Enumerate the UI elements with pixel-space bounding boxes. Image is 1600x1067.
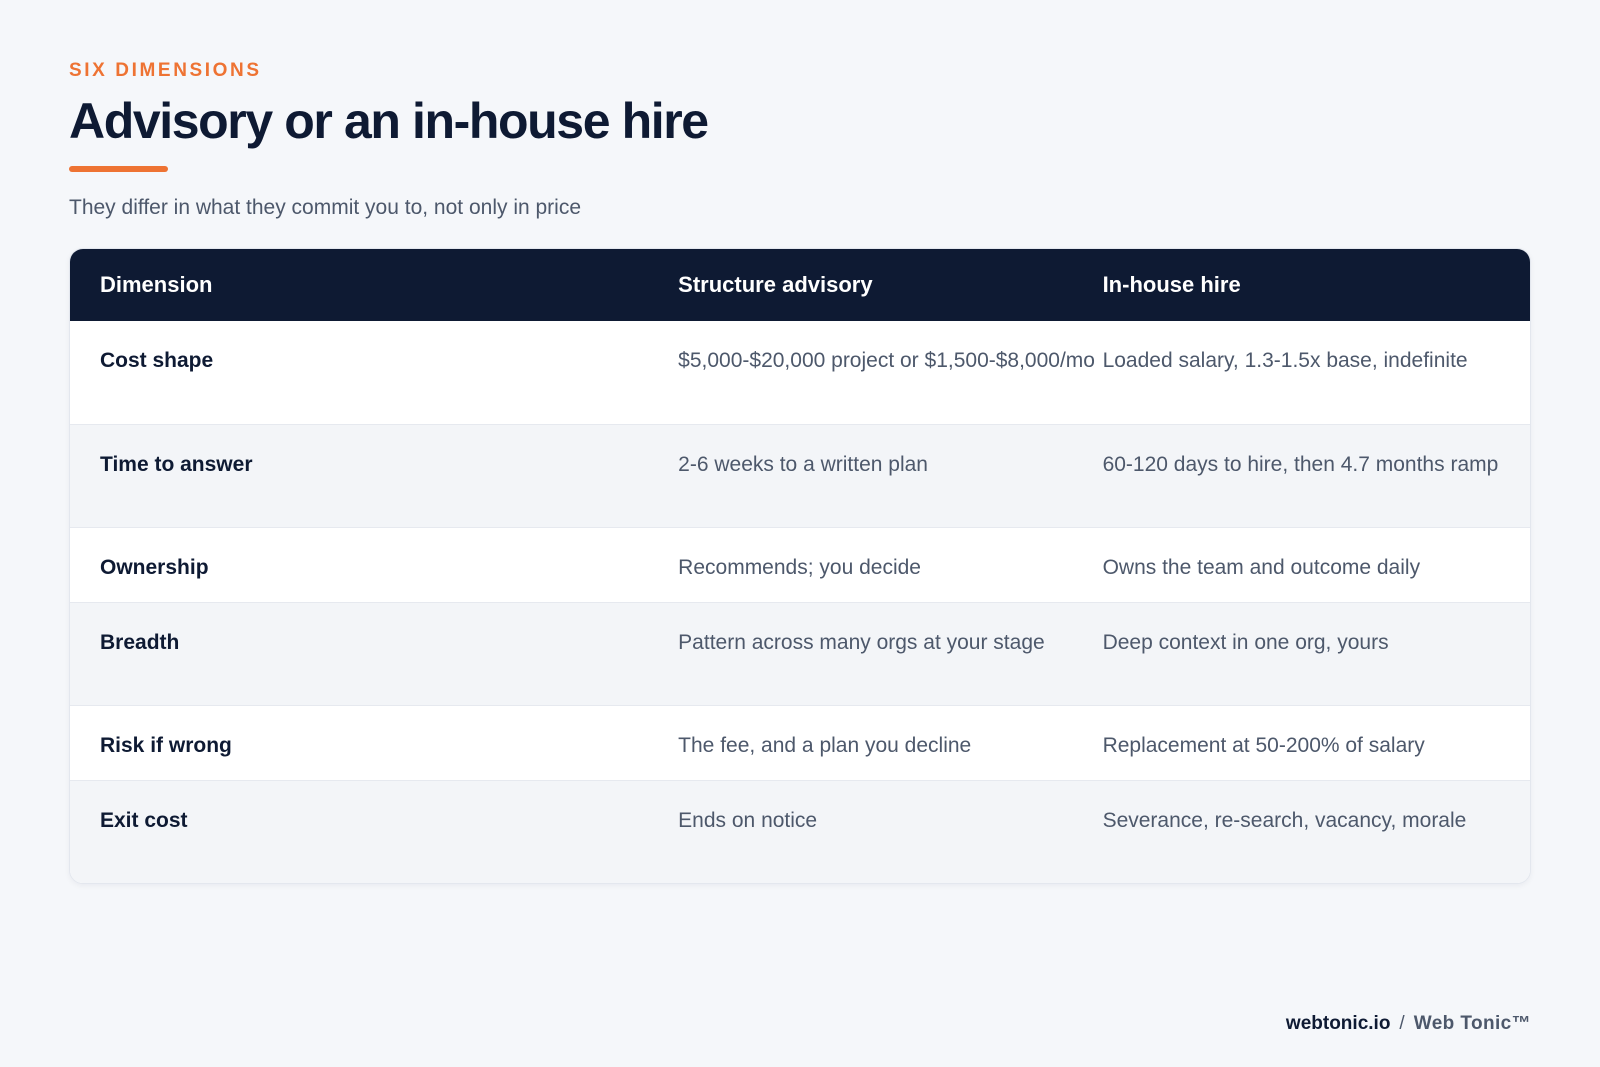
row-advisory-value: Recommends; you decide xyxy=(678,556,921,579)
table-row: Ownership Recommends; you decide Owns th… xyxy=(70,527,1530,602)
table-row: Breadth Pattern across many orgs at your… xyxy=(70,602,1530,705)
table-row: Risk if wrong The fee, and a plan you de… xyxy=(70,705,1530,780)
row-advisory-value: The fee, and a plan you decline xyxy=(678,734,972,757)
column-header-advisory: Structure advisory xyxy=(678,272,873,297)
eyebrow-label: SIX DIMENSIONS xyxy=(69,60,262,81)
table-row: Exit cost Ends on notice Severance, re-s… xyxy=(70,780,1530,883)
footer-credit: webtonic.io / Web Tonic™ xyxy=(1286,1013,1531,1035)
table-row: Time to answer 2-6 weeks to a written pl… xyxy=(70,424,1530,527)
page-subtitle: They differ in what they commit you to, … xyxy=(69,196,582,219)
comparison-table: Dimension Structure advisory In-house hi… xyxy=(69,248,1531,884)
row-dimension: Exit cost xyxy=(100,809,188,832)
page-title: Advisory or an in-house hire xyxy=(69,93,709,149)
footer-brand-link[interactable]: webtonic.io xyxy=(1285,1013,1391,1034)
row-advisory-value: Ends on notice xyxy=(678,809,818,832)
row-inhouse-value: Severance, re-search, vacancy, morale xyxy=(1102,809,1467,832)
row-dimension: Ownership xyxy=(100,556,209,579)
table-header-row: Dimension Structure advisory In-house hi… xyxy=(70,249,1530,321)
footer-company-name: Web Tonic™ xyxy=(1413,1013,1531,1034)
row-dimension: Cost shape xyxy=(100,349,214,372)
row-inhouse-value: 60-120 days to hire, then 4.7 months ram… xyxy=(1102,453,1499,476)
table-body: Cost shape $5,000-$20,000 project or $1,… xyxy=(70,321,1530,883)
row-dimension: Time to answer xyxy=(100,453,253,476)
row-inhouse-value: Owns the team and outcome daily xyxy=(1102,556,1421,579)
row-advisory-value: $5,000-$20,000 project or $1,500-$8,000/… xyxy=(678,349,1095,372)
row-advisory-value: 2-6 weeks to a written plan xyxy=(678,453,928,476)
row-inhouse-value: Replacement at 50-200% of salary xyxy=(1102,734,1425,757)
title-accent-bar xyxy=(69,166,168,172)
row-inhouse-value: Deep context in one org, yours xyxy=(1102,631,1389,654)
row-dimension: Breadth xyxy=(100,631,180,654)
row-advisory-value: Pattern across many orgs at your stage xyxy=(678,631,1045,654)
column-header-dimension: Dimension xyxy=(100,272,213,297)
row-inhouse-value: Loaded salary, 1.3-1.5x base, indefinite xyxy=(1102,349,1468,372)
column-header-inhouse: In-house hire xyxy=(1102,272,1241,297)
slide: SIX DIMENSIONS Advisory or an in-house h… xyxy=(69,0,1531,1067)
footer-separator: / xyxy=(1399,1013,1405,1034)
table-row: Cost shape $5,000-$20,000 project or $1,… xyxy=(70,321,1530,424)
row-dimension: Risk if wrong xyxy=(100,734,232,757)
